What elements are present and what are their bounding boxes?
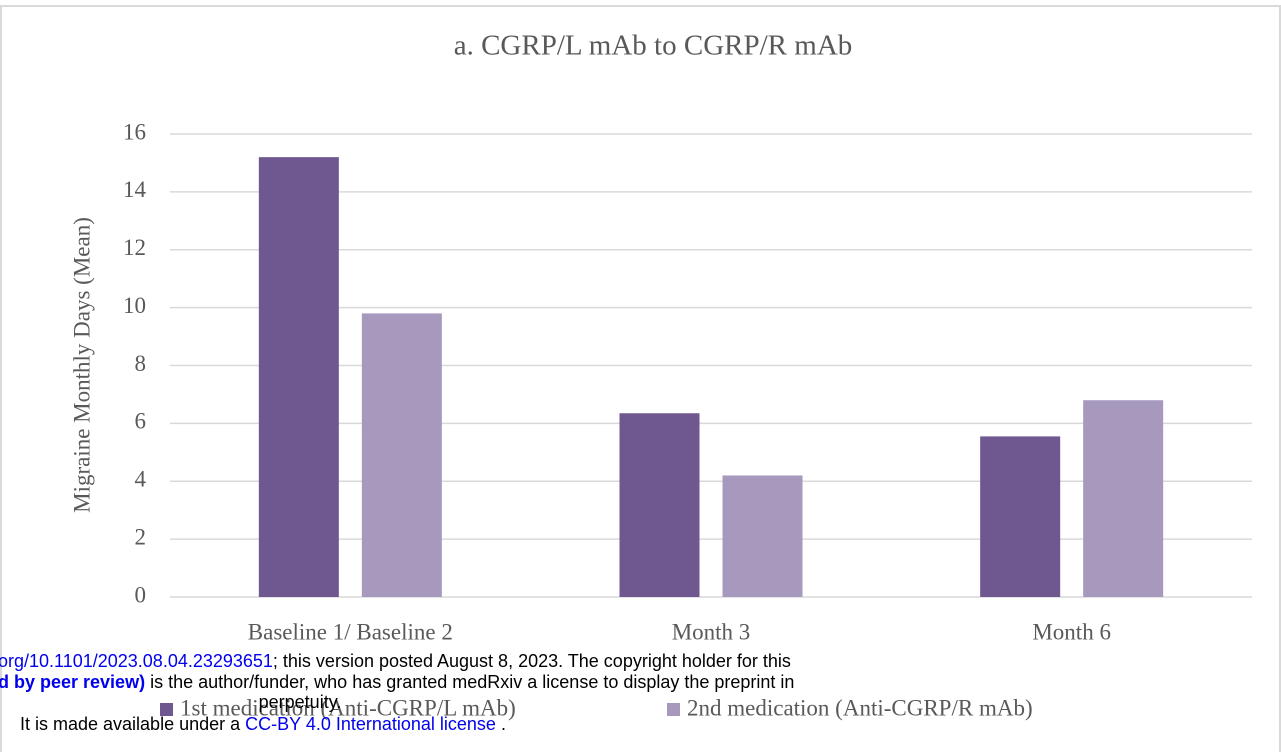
watermark-line: perpetuity. [259, 692, 342, 712]
y-tick-label: 8 [135, 351, 147, 376]
chart-title: a. CGRP/L mAb to CGRP/R mAb [454, 30, 853, 62]
y-tick-label: 4 [135, 467, 147, 492]
bar [361, 313, 442, 597]
bar [722, 475, 803, 597]
x-tick-label: Month 6 [1032, 619, 1111, 644]
watermark-text: It is made available under a [20, 714, 245, 734]
bar [1083, 400, 1164, 597]
legend-label: 1st medication (Anti-CGRP/L mAb) [180, 695, 516, 720]
y-tick-label: 6 [135, 409, 147, 434]
y-tick-label: 0 [135, 582, 147, 607]
watermark-text: perpetuity. [259, 692, 342, 712]
bar [980, 436, 1061, 597]
y-tick-label: 2 [135, 524, 147, 549]
x-tick-label: Month 3 [672, 619, 751, 644]
y-tick-label: 14 [123, 177, 147, 202]
chart-frame [0, 5, 1281, 752]
y-tick-label: 10 [123, 293, 146, 318]
watermark-text: is the author/funder, who has granted me… [145, 672, 794, 692]
watermark-line: d by peer review) is the author/funder, … [0, 672, 794, 692]
watermark-text: d by peer review) [0, 672, 145, 692]
watermark-text: ; this version posted August 8, 2023. Th… [273, 651, 791, 671]
y-axis-label: Migraine Monthly Days (Mean) [69, 217, 94, 513]
watermark-line: org/10.1101/2023.08.04.23293651; this ve… [0, 651, 791, 671]
x-tick-label: Baseline 1/ Baseline 2 [248, 619, 453, 644]
watermark-line: It is made available under a CC-BY 4.0 I… [20, 714, 506, 734]
watermark-text: org/10.1101/2023.08.04.23293651 [0, 651, 273, 671]
y-tick-label: 16 [123, 119, 146, 144]
watermark-text: CC-BY 4.0 International license [245, 714, 496, 734]
y-tick-label: 12 [123, 235, 146, 260]
watermark-text: . [496, 714, 506, 734]
legend-swatch [667, 703, 680, 716]
bar [619, 413, 700, 597]
legend-swatch [160, 703, 173, 716]
bar [258, 157, 339, 597]
legend-label: 2nd medication (Anti-CGRP/R mAb) [687, 695, 1033, 720]
